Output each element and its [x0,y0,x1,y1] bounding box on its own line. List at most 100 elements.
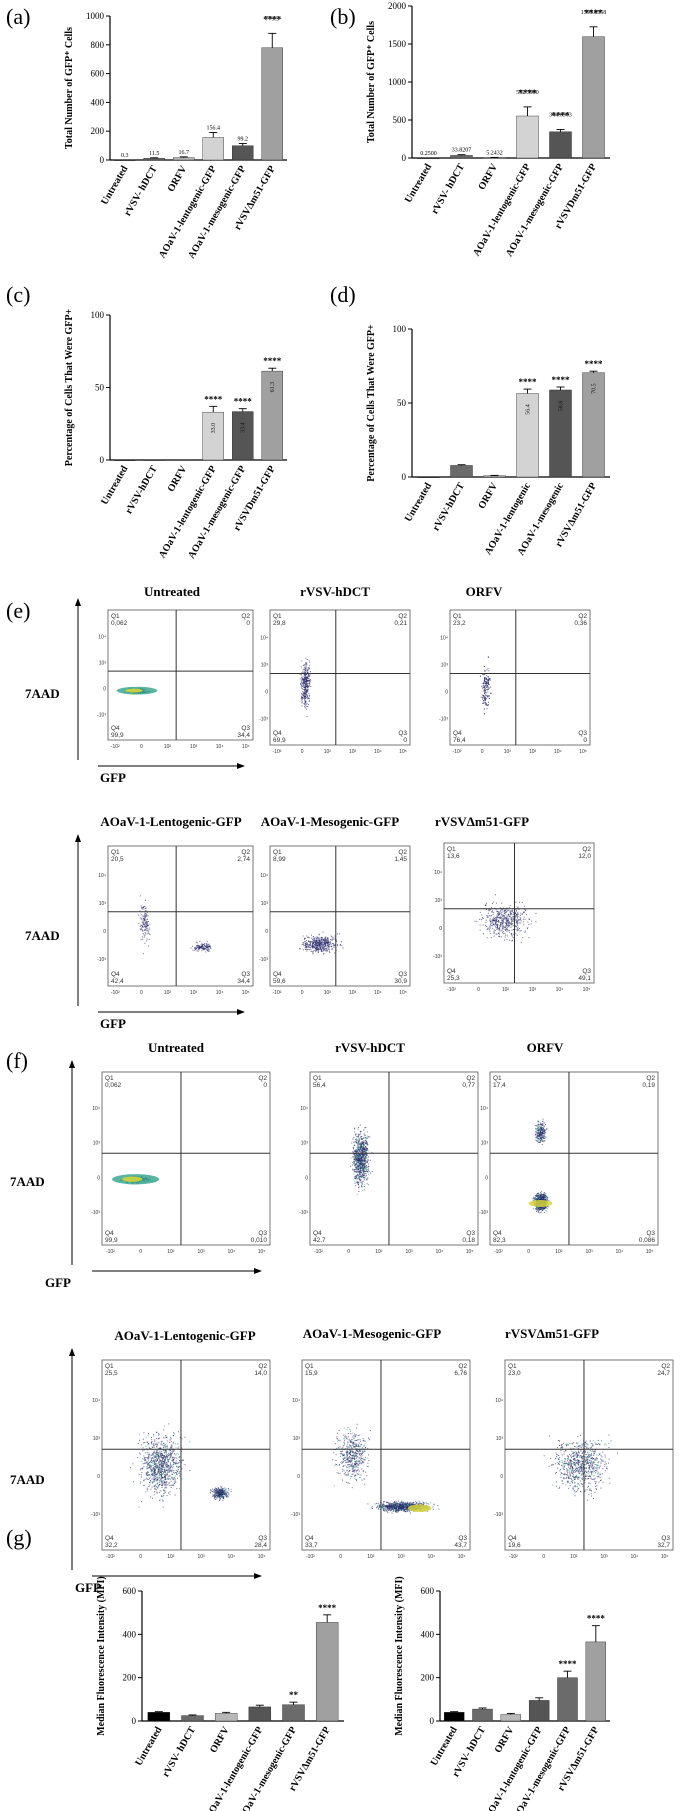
event-point [359,1175,360,1177]
event-point [498,927,500,929]
event-point [487,680,489,682]
event-point [158,1462,160,1464]
event-point [366,1141,368,1143]
event-point [360,1179,362,1181]
quadrant-value: 42,7 [313,1237,326,1244]
event-point [355,1166,357,1168]
flow-x-tick: -10² [106,1249,115,1255]
y-tick-label: 400 [421,1629,435,1639]
quadrant-name: Q2 [578,613,587,620]
event-point [520,930,522,932]
flow-x-tick: 0 [301,990,304,996]
event-point [362,1189,364,1191]
event-point [534,1197,536,1199]
event-point [312,952,314,954]
y-tick-label: 200 [421,1673,435,1683]
y-arrow-head [75,834,81,842]
event-point [363,1154,365,1156]
event-point [507,920,509,922]
event-point [308,939,310,941]
event-point [487,688,489,690]
event-point [353,1145,355,1146]
event-point [326,940,328,942]
event-point [363,1147,365,1149]
event-point [329,951,330,953]
event-point [301,688,303,689]
event-point [483,700,485,702]
event-point [305,683,307,685]
event-point [493,901,495,903]
event-point [495,917,497,919]
event-point [523,911,525,913]
event-point [150,1441,152,1443]
event-point [363,1160,365,1162]
x-axis-label-gfp: GFP [100,1016,126,1031]
event-point [145,921,147,923]
event-point [306,690,308,692]
event-point [360,1164,362,1166]
event-point [154,1456,156,1458]
quadrant-value: 34,4 [237,978,250,985]
event-point [330,944,332,946]
category-label: AOaV-1-lentogenic-GFP [157,464,219,560]
event-point [166,1436,168,1438]
event-point [356,1178,358,1180]
flow-x-tick: 10⁴ [216,744,224,750]
event-point [543,1207,545,1209]
event-point [149,933,151,935]
event-point [311,944,313,946]
event-point [515,929,517,930]
flow-y-tick: 0 [305,1175,308,1181]
event-point [299,948,301,950]
event-point [139,895,141,897]
event-point [545,1199,547,1201]
event-point [141,936,143,938]
event-point [310,947,311,949]
event-point [172,1443,174,1444]
event-point [360,1166,361,1168]
event-point [356,1166,358,1168]
event-point [511,918,513,920]
flow-x-tick: 10⁴ [374,990,382,996]
event-point [517,919,519,921]
significance-mark: **** [318,1603,337,1613]
quadrant-name: Q2 [241,849,250,856]
event-point [158,1467,160,1469]
event-point [209,947,211,949]
event-point [313,938,315,940]
event-point [507,915,509,917]
event-point [510,926,512,928]
bar-4 [202,411,224,461]
event-point [318,945,320,946]
event-point [366,1131,368,1133]
event-point [507,920,509,922]
event-point [142,924,144,926]
event-point [175,1447,177,1449]
event-point [359,1174,361,1176]
event-point [495,909,497,911]
event-point [333,943,335,945]
event-point [194,949,196,951]
event-point [148,1461,150,1463]
event-point [327,945,329,947]
event-point [363,1183,365,1185]
category-label: ORFV [476,161,500,192]
event-point [304,941,306,943]
event-point [303,693,305,695]
event-point [484,680,486,682]
event-point [360,1156,362,1158]
event-point [139,925,141,927]
event-point [304,703,305,705]
event-point [536,1211,537,1213]
event-point [537,1198,539,1200]
event-point [320,951,322,952]
event-point [483,697,485,699]
event-point [309,941,311,943]
event-point [324,939,326,941]
event-point [539,1127,541,1129]
event-cloud [137,895,212,955]
event-point [496,926,498,928]
event-point [356,1138,358,1140]
event-point [542,1128,544,1130]
event-point [350,1165,352,1167]
